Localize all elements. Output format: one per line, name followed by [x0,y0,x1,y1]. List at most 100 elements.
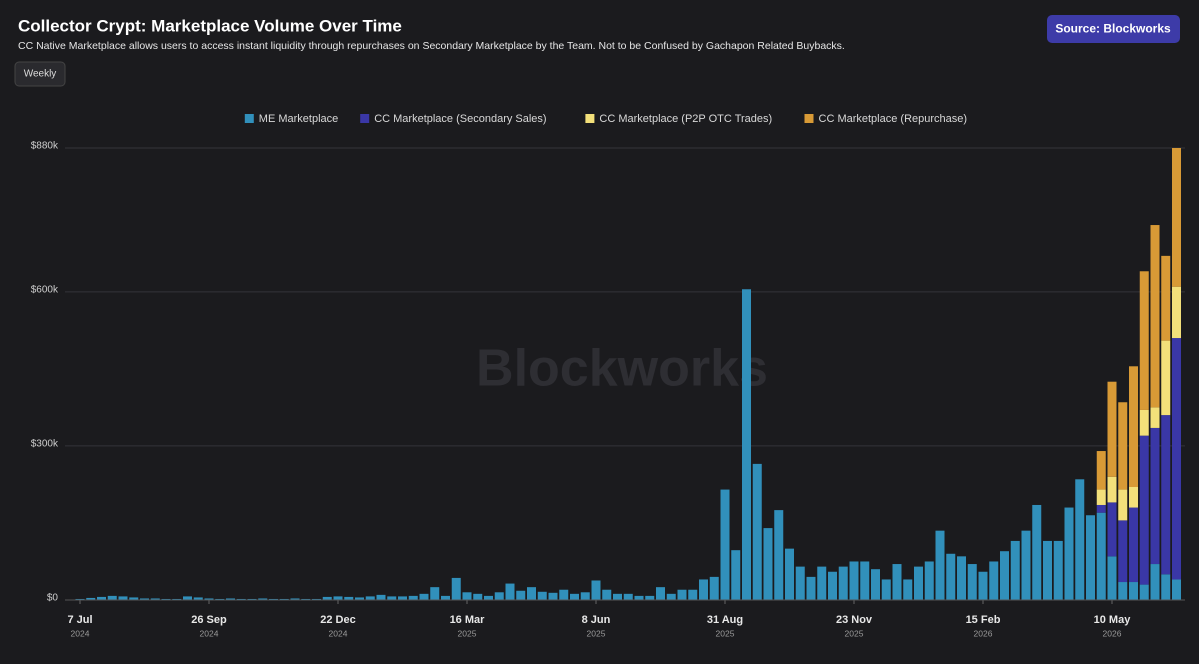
bar-segment [634,595,644,600]
bar-segment [408,595,418,600]
bar-segment [989,561,999,600]
legend-swatch [360,114,370,123]
bar-segment [1129,582,1138,600]
source-label[interactable]: Source: Blockworks [1055,22,1171,36]
bar-segment [602,589,612,600]
bar-segment [1118,402,1128,490]
legend: ME Marketplace CC Marketplace (Secondary … [244,113,968,125]
bar-segment [1064,507,1074,600]
legend-label: CC Marketplace (Repurchase) [819,113,968,125]
bar-segment [1139,435,1149,585]
bar-segment [129,597,139,600]
bar-segment [312,598,321,600]
bar-segment [849,561,859,600]
bar-segment [645,595,655,600]
bar-segment [75,598,85,600]
bar-segment [1107,381,1117,477]
bar-segment [1150,407,1160,428]
x-tick-year: 2025 [458,628,477,638]
chart-title: Collector Crypt: Marketplace Volume Over… [18,16,402,35]
bar-segment [860,561,870,600]
x-tick-year: 2024 [329,628,348,638]
x-tick-year: 2026 [1103,628,1122,638]
bar-segment [1118,520,1128,583]
bar-segment [1096,489,1106,505]
bar-segment [613,593,622,600]
bar-segment [516,590,526,600]
bar-segment [1161,340,1171,416]
bar-segment [1161,574,1171,600]
x-tick-year: 2025 [587,628,606,638]
bar-segment [1172,148,1181,287]
bar-segment [387,596,397,600]
x-tick-label: 10 May [1094,614,1132,626]
bar-segment [258,598,268,600]
interval-button[interactable] [14,61,66,87]
legend-label: CC Marketplace (Secondary Sales) [374,113,546,125]
bar-segment [666,593,676,600]
bar-segment [1150,225,1160,408]
bar-segment [1000,551,1009,600]
watermark: Blockworks [476,340,768,398]
bar-segment [1172,579,1181,600]
bar-segment [892,564,902,600]
x-tick-year: 2026 [974,628,993,638]
bar-segment [1096,451,1106,490]
bar-segment [118,596,128,600]
bar-segment [441,595,450,600]
bar-segment [419,593,429,600]
bar-segment [1139,584,1149,600]
bar-segment [1096,504,1106,513]
bar-segment [957,556,966,600]
bar-segment [1107,502,1117,557]
legend-swatch [585,114,595,123]
bar-segment [247,598,257,600]
bar-segment [537,591,547,600]
bar-segment [978,571,988,600]
bar-segment [527,587,536,600]
x-tick-label: 15 Feb [966,614,1001,626]
bar-segment [1032,504,1042,600]
bar-segment [623,593,633,600]
bar-segment [430,587,440,600]
bar-segment [355,597,364,600]
bar-segment [505,583,515,600]
bar-segment [967,564,977,600]
bar-segment [1021,530,1031,600]
bar-segment [752,463,762,600]
interval-label[interactable]: Weekly [24,69,57,80]
bar-segment [806,576,816,600]
x-tick-label: 23 Nov [836,614,873,626]
x-tick-label: 22 Dec [320,614,355,626]
x-tick-label: 26 Sep [191,614,227,626]
bar-segment [924,561,934,600]
bar-segment [1043,540,1052,600]
bar-segment [903,579,913,600]
x-tick-year: 2025 [716,628,735,638]
bar-segment [677,589,687,600]
bar-segment [1086,515,1095,600]
bar-segment [720,489,730,600]
bar-segment [1150,564,1160,600]
y-tick-label: $300k [31,439,59,450]
bar-segment [161,598,171,600]
bar-segment [473,593,483,600]
bar-segment [731,550,741,600]
x-tick-label: 16 Mar [450,614,486,626]
x-tick-year: 2025 [845,628,864,638]
bar-segment [1107,476,1117,503]
source-button[interactable] [1047,15,1180,43]
y-tick-label: $600k [31,284,59,295]
bar-segment [828,571,837,600]
bar-segment [86,597,96,600]
bar-segment [226,598,235,600]
legend-label: ME Marketplace [259,113,338,125]
bar-segment [1010,540,1020,600]
bar-segment [365,596,375,600]
bar-segment [193,597,203,600]
bar-segment [914,566,923,600]
bar-segment [398,596,407,600]
bar-segment [1129,507,1138,583]
